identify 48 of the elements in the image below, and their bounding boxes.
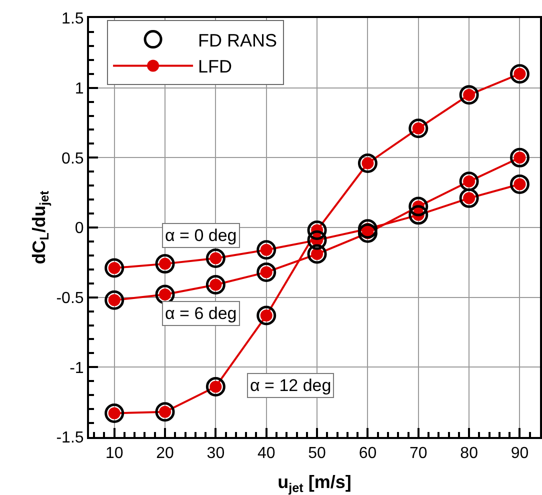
point bbox=[408, 205, 428, 225]
point bbox=[408, 196, 428, 216]
point bbox=[104, 404, 124, 423]
x-tick-label: 80 bbox=[460, 445, 478, 462]
point bbox=[510, 148, 530, 168]
x-tick-label: 30 bbox=[206, 445, 225, 462]
point bbox=[307, 230, 327, 250]
point bbox=[256, 262, 276, 282]
annotation: α = 6 deg bbox=[165, 304, 237, 323]
point bbox=[104, 290, 124, 310]
point bbox=[510, 174, 530, 194]
x-tick-label: 50 bbox=[308, 445, 326, 462]
x-tick-label: 40 bbox=[257, 445, 276, 462]
point bbox=[307, 244, 327, 264]
legend-label: LFD bbox=[198, 56, 232, 77]
y-tick-label: -1 bbox=[70, 360, 84, 377]
y-tick-label: -1.5 bbox=[56, 430, 84, 447]
y-tick-label: 0 bbox=[74, 220, 84, 238]
point bbox=[256, 240, 276, 260]
point bbox=[155, 402, 175, 422]
point bbox=[459, 172, 479, 192]
annotation: α = 0 deg bbox=[165, 226, 237, 245]
point bbox=[358, 223, 378, 243]
point bbox=[459, 85, 479, 105]
x-tick-label: 60 bbox=[358, 445, 377, 462]
annotation: α = 12 deg bbox=[250, 376, 332, 395]
legend-label: FD RANS bbox=[198, 30, 278, 50]
x-axis-title: u$_{jet}$ [m/s] bbox=[278, 472, 352, 495]
point bbox=[358, 219, 378, 239]
point bbox=[206, 248, 226, 268]
x-tick-label: 70 bbox=[409, 445, 428, 462]
point bbox=[206, 376, 226, 396]
point bbox=[408, 118, 428, 138]
point bbox=[155, 254, 175, 274]
point bbox=[206, 275, 226, 294]
y-tick-label: -0.5 bbox=[56, 290, 84, 307]
point bbox=[104, 258, 124, 278]
x-tick-label: 20 bbox=[156, 445, 174, 462]
point bbox=[256, 306, 276, 326]
x-tick-label: 90 bbox=[510, 445, 529, 462]
point bbox=[459, 188, 479, 208]
y-tick-label: 1 bbox=[74, 80, 84, 98]
point bbox=[358, 154, 378, 173]
point bbox=[510, 64, 530, 84]
y-tick-label: 1.5 bbox=[62, 10, 84, 28]
y-tick-label: 0.5 bbox=[62, 150, 84, 168]
x-tick-label: 10 bbox=[105, 445, 124, 462]
point bbox=[307, 220, 327, 240]
